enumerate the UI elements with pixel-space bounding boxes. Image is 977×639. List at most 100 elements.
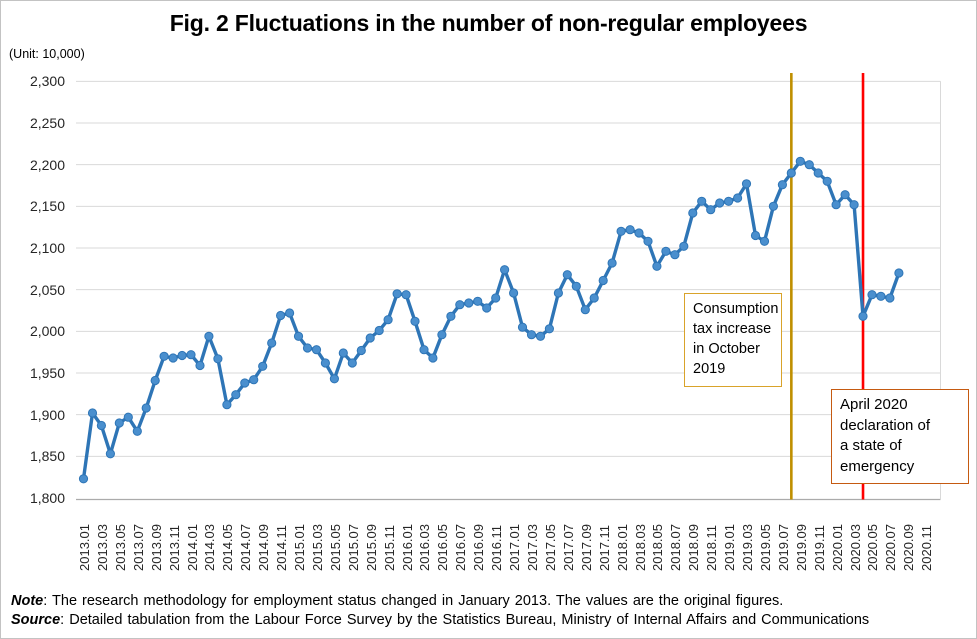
x-axis-label: 2014.01: [184, 524, 200, 571]
y-axis-label: 2,200: [29, 156, 65, 173]
data-point: [724, 196, 734, 206]
data-point: [356, 345, 366, 356]
data-point: [428, 353, 438, 363]
data-point: [876, 291, 886, 301]
data-point: [455, 300, 465, 310]
source-line: Source: Detailed tabulation from the Lab…: [11, 611, 969, 630]
data-point: [679, 241, 689, 251]
x-axis-label: 2013.11: [166, 524, 182, 571]
data-point: [293, 331, 304, 341]
data-point: [437, 330, 447, 340]
data-point: [750, 230, 761, 241]
x-axis-label: 2015.05: [327, 524, 343, 571]
data-point: [804, 160, 814, 170]
x-axis-label: 2017.05: [542, 524, 558, 571]
x-axis-label: 2014.07: [238, 524, 254, 571]
y-axis-label: 2,300: [29, 73, 65, 90]
x-axis-label: 2016.01: [399, 524, 415, 571]
data-point: [813, 168, 823, 178]
data-point: [401, 290, 411, 300]
x-axis-label: 2019.01: [722, 524, 738, 571]
data-point: [249, 375, 259, 385]
data-point: [114, 418, 124, 428]
annotation-line: a state of: [840, 437, 902, 455]
data-point: [741, 179, 752, 189]
x-axis-label: 2019.05: [757, 524, 773, 571]
data-point: [213, 354, 223, 364]
data-point: [831, 200, 841, 210]
x-axis-label: 2015.01: [292, 524, 308, 571]
x-axis-label: 2017.03: [525, 524, 540, 571]
data-point: [123, 412, 133, 422]
x-axis-label: 2015.07: [345, 524, 361, 571]
data-point: [589, 293, 599, 303]
data-point: [329, 374, 339, 384]
x-axis-label: 2013.09: [148, 524, 164, 571]
data-point: [607, 258, 617, 268]
x-axis-label: 2019.09: [793, 524, 809, 571]
note-text: : The research methodology for employmen…: [43, 592, 784, 609]
x-axis-label: 2017.11: [596, 524, 612, 571]
data-point: [759, 236, 770, 246]
x-axis-label: 2016.09: [471, 524, 487, 571]
x-axis-label: 2016.03: [417, 524, 433, 571]
x-axis-label: 2020.07: [883, 524, 899, 571]
x-axis-label: 2013.03: [94, 524, 110, 571]
data-point: [105, 449, 116, 459]
data-point: [786, 168, 796, 178]
x-axis-label: 2013.01: [77, 524, 92, 571]
x-axis-label: 2016.11: [489, 524, 505, 571]
data-point: [562, 270, 572, 280]
data-point: [240, 378, 250, 388]
data-point: [491, 293, 501, 303]
data-point: [392, 289, 402, 299]
data-point: [419, 345, 429, 355]
data-point: [338, 348, 348, 358]
data-point: [706, 205, 716, 215]
data-point: [670, 250, 680, 260]
x-axis-label: 2018.11: [704, 524, 720, 571]
x-axis-label: 2014.11: [274, 524, 290, 571]
data-point: [526, 330, 537, 340]
note-line: Note: The research methodology for emplo…: [11, 592, 969, 611]
annotation-line: 2019: [693, 361, 726, 377]
data-point: [517, 322, 528, 332]
data-point: [285, 308, 295, 318]
chart-title: Fig. 2 Fluctuations in the number of non…: [169, 10, 808, 36]
y-axis-label: 2,100: [29, 240, 65, 256]
data-point: [652, 261, 662, 271]
data-point: [96, 420, 107, 431]
data-point: [473, 296, 483, 306]
data-point: [302, 343, 313, 353]
x-axis-label: 2017.09: [578, 524, 594, 571]
data-point: [231, 390, 241, 400]
data-point: [320, 358, 330, 368]
x-axis-label: 2019.03: [740, 524, 756, 571]
data-point: [885, 293, 895, 303]
note-label: Note: [11, 592, 44, 609]
x-axis-label: 2015.03: [309, 524, 325, 571]
x-axis-label: 2017.01: [507, 524, 523, 571]
x-axis-label: 2014.05: [220, 524, 236, 571]
data-point: [87, 408, 98, 418]
data-point: [697, 196, 707, 206]
y-axis-label: 2,000: [29, 323, 65, 340]
data-point: [267, 338, 277, 348]
y-axis-label: 1,950: [29, 365, 65, 381]
annotation-line: in October: [693, 341, 760, 357]
data-point: [258, 361, 268, 371]
data-point: [733, 193, 743, 203]
data-point: [571, 281, 581, 291]
data-point: [446, 311, 456, 321]
data-point: [858, 311, 868, 321]
x-axis-label: 2020.05: [865, 524, 881, 571]
data-point: [580, 305, 590, 315]
unit-label: (Unit: 10,000): [9, 47, 85, 61]
data-point: [464, 298, 474, 308]
x-axis-label: 2017.07: [560, 524, 576, 571]
data-point: [553, 288, 564, 298]
y-axis-label: 2,150: [29, 198, 65, 215]
x-axis-label: 2016.07: [453, 524, 469, 571]
data-point: [276, 310, 286, 321]
